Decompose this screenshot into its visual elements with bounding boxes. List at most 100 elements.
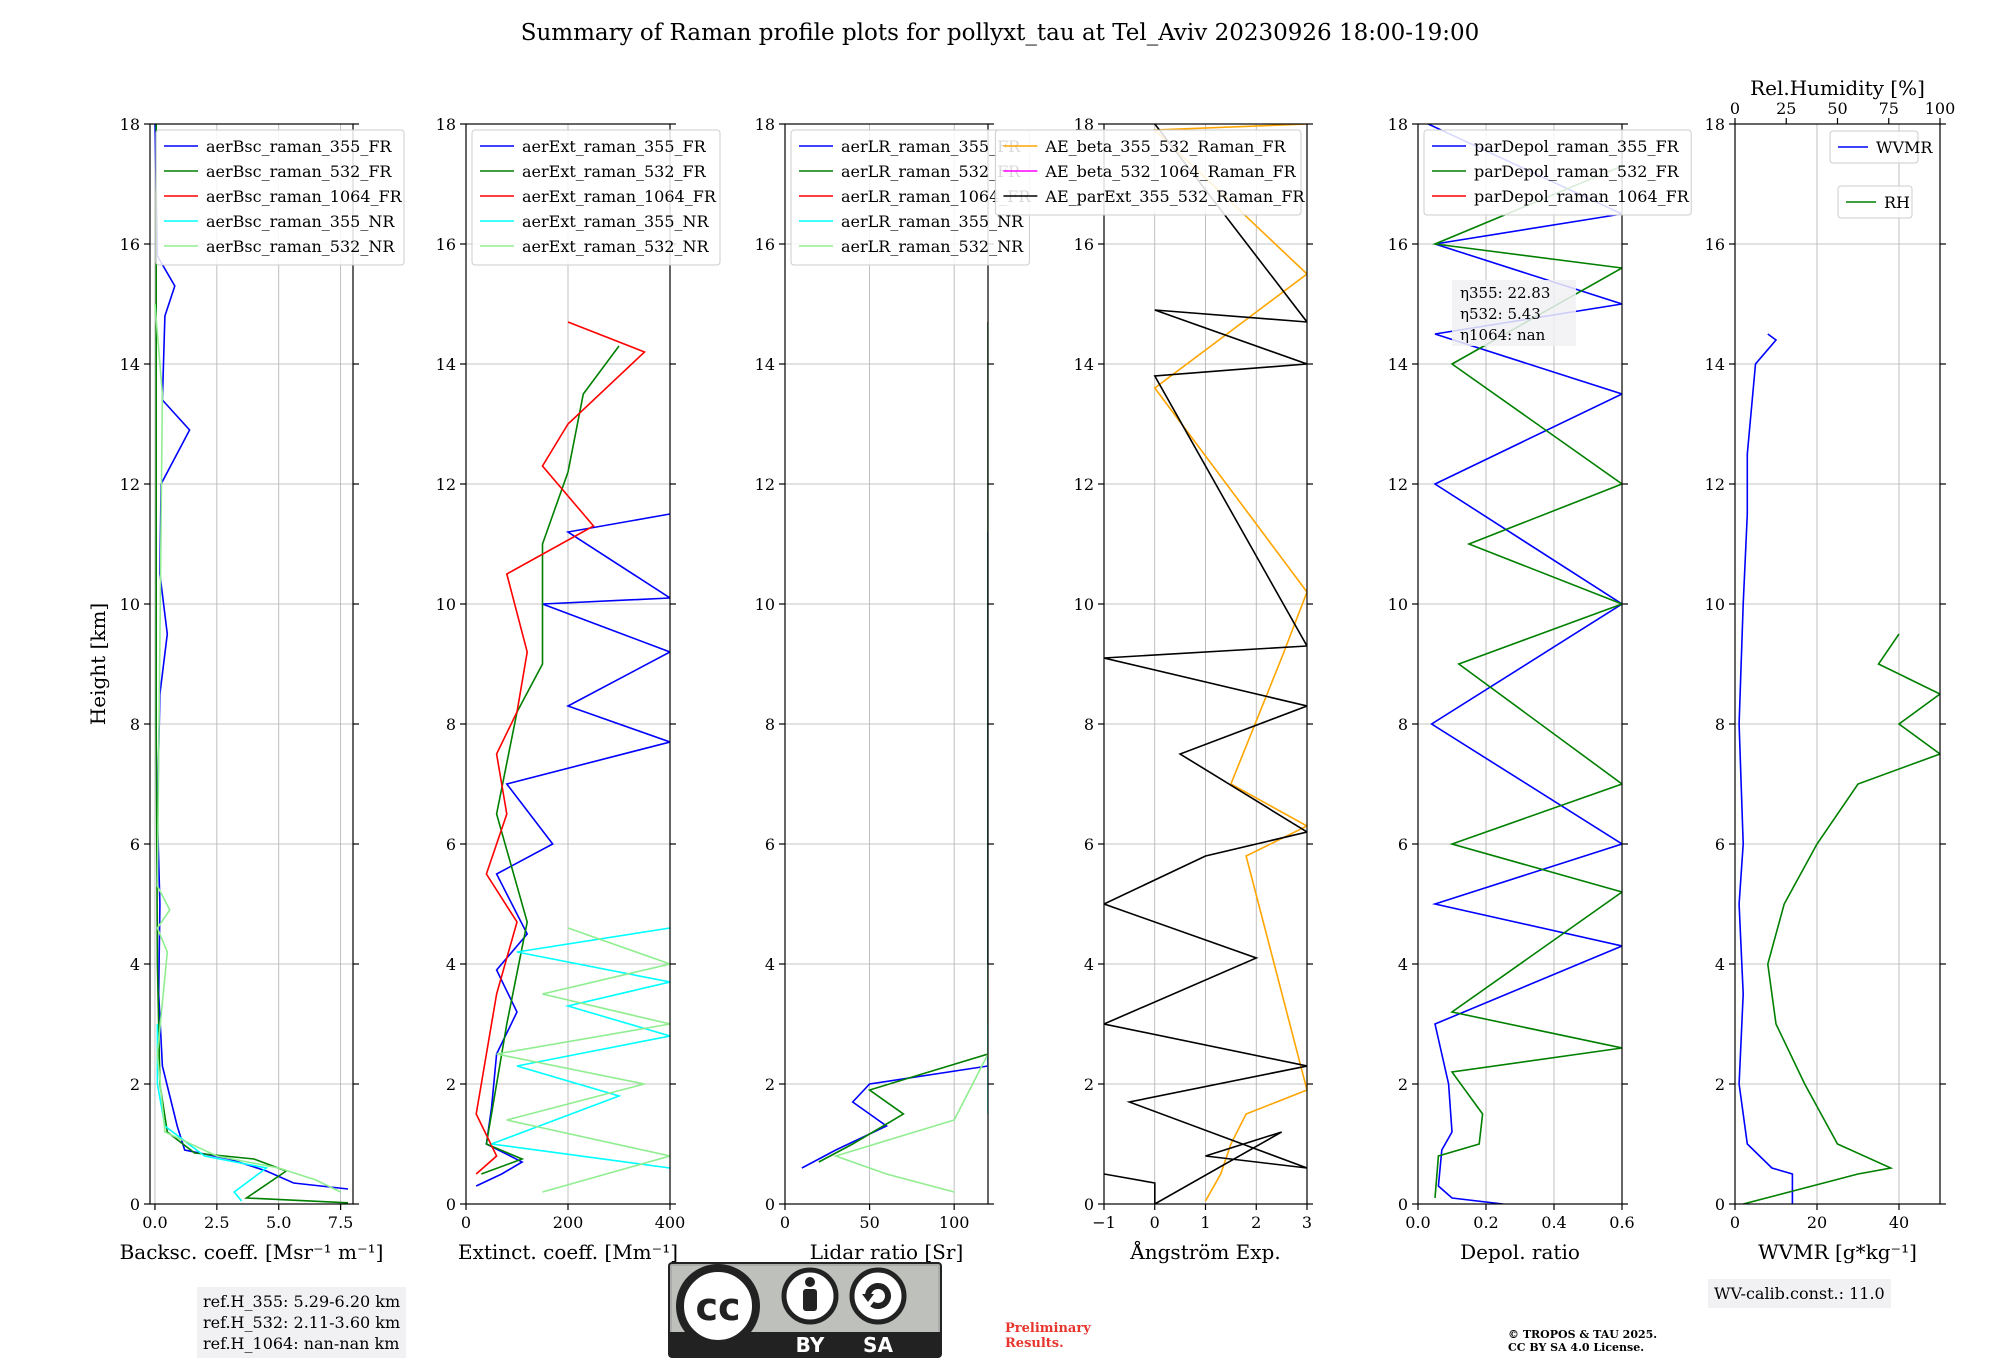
y-tick-label: 0 [130,1195,140,1214]
series-line-aerBsc_raman_532_FR [155,124,349,1204]
legend-label: aerLR_raman_532_NR [841,237,1024,256]
y-tick-label: 18 [1388,115,1408,134]
y-tick-label: 0 [1398,1195,1408,1214]
y-tick-label: 16 [120,235,140,254]
series-group [475,321,670,1193]
series-line-aerExt_raman_355_NR [491,927,670,1169]
y-tick-label: 10 [1074,595,1094,614]
y-tick-label: 18 [1705,115,1725,134]
panel-wv: 0 20 40 0 2 4 6 8 10 12 14 16 18 WVMR [g*kg⁻¹] 0 25 50 75… [1705,76,1956,1264]
x-tick-label: 7.5 [328,1213,353,1232]
legend-label: WVMR [1876,138,1933,157]
legend-label: aerExt_raman_532_NR [522,237,710,256]
y-tick-label: 2 [1084,1075,1094,1094]
y-tick-label: 8 [1715,715,1725,734]
y-tick-label: 2 [1398,1075,1408,1094]
x-tick-label: 0 [1730,1213,1740,1232]
y-tick-label: 4 [1715,955,1725,974]
ref-height-box: ref.H_355: 5.29-6.20 km ref.H_532: 2.11-… [197,1287,407,1358]
legend-label: aerExt_raman_355_FR [522,137,707,156]
y-tick-label: 14 [436,355,456,374]
series-line-aerBsc_raman_355_FR [154,124,349,1190]
by-icon-body [803,1289,817,1311]
y-tick-label: 18 [755,115,775,134]
panel-dep: 0.0 0.2 0.4 0.6 0 2 4 6 8 10 12 14 16 18 Depol. ratio p… [1388,115,1692,1264]
y-tick-label: 16 [1388,235,1408,254]
x-tick-label: 2 [1251,1213,1261,1232]
y-tick-label: 6 [1084,835,1094,854]
legend-box [155,129,405,266]
y-tick-label: 6 [765,835,775,854]
x-axis-label: Backsc. coeff. [Msr⁻¹ m⁻¹] [120,1240,384,1264]
series-line-aerBsc_raman_355_NR [156,1024,269,1202]
y-tick-label: 12 [1388,475,1408,494]
sa-icon-arrowhead [862,1294,874,1302]
y-tick-label: 2 [130,1075,140,1094]
y-tick-label: 4 [765,955,775,974]
legend-box [1423,129,1692,216]
y-tick-label: 0 [765,1195,775,1214]
legend-ae: AE_beta_355_532_Raman_FR AE_beta_532_1064… [994,129,1305,216]
series-line-aerExt_raman_532_NR [496,927,670,1193]
legend-label: AE_beta_355_532_Raman_FR [1044,137,1286,156]
copyright-line-1: © TROPOS & TAU 2025. [1508,1328,1658,1341]
x-tick-label: 200 [553,1213,584,1232]
panel-ext: 0 200 400 0 2 4 6 8 10 12 14 16 18 Extinct. coeff. [M… [436,115,721,1264]
top-x-tick-label: 100 [1925,99,1956,118]
legend-label: aerLR_raman_355_NR [841,212,1024,231]
y-tick-label: 6 [446,835,456,854]
y-tick-label: 8 [1398,715,1408,734]
y-tick-label: 12 [436,475,456,494]
x-axis-label: Extinct. coeff. [Mm⁻¹] [458,1240,678,1264]
eta-label: η1064: nan [1460,326,1546,344]
series-line-aerLR_raman_532_FR [818,322,988,1163]
x-tick-label: −1 [1092,1213,1116,1232]
y-axis-label: Height [km] [86,603,110,725]
y-tick-label: 12 [1074,475,1094,494]
ref-height-532: ref.H_532: 2.11-3.60 km [203,1313,401,1332]
series-line-parDepol_raman_355_FR [1427,124,1622,1204]
cc-license-badge: cc BY SA [668,1262,942,1358]
legend-label: parDepol_raman_355_FR [1474,137,1680,156]
preliminary-line-2: Results. [1005,1336,1064,1351]
x-axis-label: Lidar ratio [Sr] [810,1240,964,1264]
ref-height-355: ref.H_355: 5.29-6.20 km [203,1292,401,1311]
series-line-WVMR [1738,333,1794,1204]
axes-frame [1734,123,1941,1205]
series-line-AE_parExt_355_532_Raman_FR [1104,124,1307,1204]
x-tick-label: 400 [655,1213,686,1232]
legend-label: aerBsc_raman_532_FR [206,162,392,181]
x-tick-label: 0.6 [1609,1213,1634,1232]
x-tick-label: 50 [859,1213,879,1232]
x-tick-label: 5.0 [266,1213,291,1232]
y-tick-label: 0 [446,1195,456,1214]
x-tick-label: 20 [1807,1213,1827,1232]
x-tick-label: 0.0 [1405,1213,1430,1232]
top-x-axis-label: Rel.Humidity [%] [1750,76,1925,100]
panel-lr: 0 50 100 0 2 4 6 8 10 12 14 16 18 Lidar ratio [Sr] aer… [755,115,1032,1264]
x-tick-label: 3 [1302,1213,1312,1232]
x-axis-label: WVMR [g*kg⁻¹] [1758,1240,1917,1264]
y-tick-label: 6 [1715,835,1725,854]
series-line-aerLR_raman_532_NR [833,964,988,1193]
series-line-AE_beta_355_532_Raman_FR [1152,124,1307,1202]
axes-frame [784,123,989,1205]
by-label: BY [796,1333,825,1357]
legend-label: aerBsc_raman_532_NR [206,237,395,256]
y-tick-label: 0 [1084,1195,1094,1214]
legend-label: aerLR_raman_1064_FR [841,187,1031,206]
copyright-note: © TROPOS & TAU 2025. CC BY SA 4.0 Licens… [1508,1328,1657,1354]
eta-label: η532: 5.43 [1460,305,1541,323]
x-tick-label: 0 [1150,1213,1160,1232]
y-tick-label: 12 [1705,475,1725,494]
legend-label: aerExt_raman_355_NR [522,212,710,231]
wv-calib-box: WV-calib.const.: 11.0 [1708,1279,1891,1308]
axes-frame [1417,123,1623,1205]
legend-label: parDepol_raman_1064_FR [1474,187,1690,206]
x-tick-label: 0.2 [1473,1213,1498,1232]
y-tick-label: 2 [446,1075,456,1094]
y-tick-label: 16 [1074,235,1094,254]
y-tick-label: 18 [120,115,140,134]
y-tick-label: 8 [130,715,140,734]
